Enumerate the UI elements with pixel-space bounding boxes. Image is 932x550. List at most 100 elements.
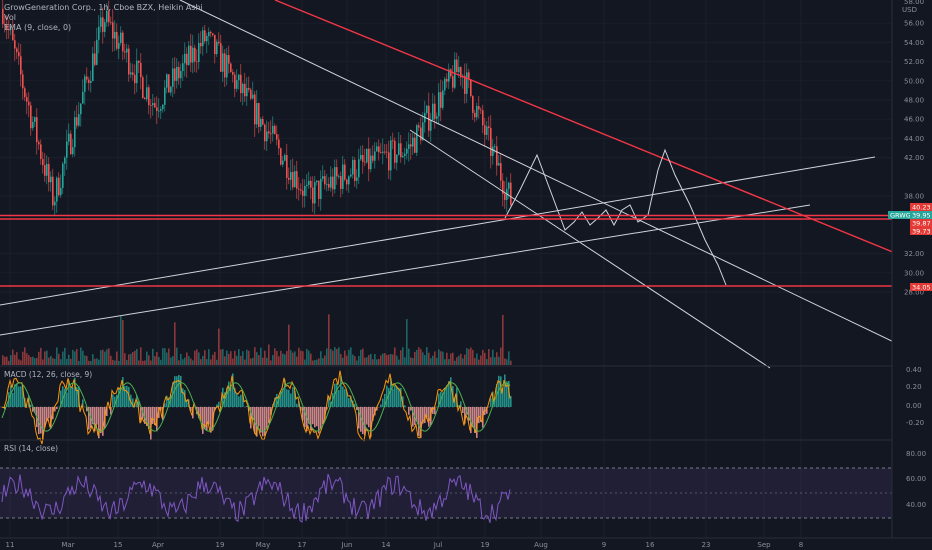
ema-label: EMA (9, close, 0) (4, 23, 71, 32)
macd-bar (98, 407, 100, 439)
candle-body (188, 45, 190, 65)
volume-bar (136, 349, 138, 365)
trendline-upper-channel[interactable] (179, 0, 901, 346)
candle-body (310, 180, 312, 188)
trendline-rising-2[interactable] (0, 204, 811, 336)
volume-bar (402, 347, 404, 365)
candle-body (422, 122, 424, 141)
candle-body (338, 176, 340, 177)
candle-body (194, 47, 196, 62)
volume-bar (370, 353, 372, 365)
volume-bar (376, 359, 378, 365)
macd-bar (346, 391, 348, 407)
volume-bar (286, 350, 288, 365)
macd-bar (258, 407, 260, 427)
candle-body (490, 128, 492, 156)
candle-body (236, 80, 238, 89)
candle-body (176, 66, 178, 81)
volume-bar (374, 354, 376, 365)
support-resistance-levels[interactable] (0, 214, 892, 287)
volume-bar (496, 352, 498, 365)
volume-bar (476, 353, 478, 365)
volume-bar (224, 356, 226, 365)
volume-bar (90, 360, 92, 365)
macd-bar (148, 407, 150, 429)
volume-bar (264, 350, 266, 365)
candle-body (218, 41, 220, 44)
candle-body (110, 22, 112, 23)
macd-bar (92, 407, 94, 425)
volume-bar (324, 355, 326, 365)
candle-body (320, 178, 322, 200)
macd-bar (454, 396, 456, 407)
macd-bar (262, 407, 264, 437)
volume-bar (178, 360, 180, 365)
macd-bar (416, 407, 418, 422)
volume-bar (408, 348, 410, 365)
price-tick-label: 56.00 (904, 20, 924, 28)
macd-bar (236, 393, 238, 407)
trendlines[interactable] (0, 0, 932, 369)
volume-bar (296, 356, 298, 365)
volume-bar (454, 360, 456, 365)
volume-bar (64, 347, 66, 365)
candle-body (116, 32, 118, 49)
macd-bar (412, 407, 414, 427)
candle-body (402, 156, 404, 158)
macd-bar (124, 386, 126, 407)
candle-body (370, 155, 372, 170)
candle-body (138, 60, 140, 63)
macd-bar (436, 406, 438, 407)
volume-bar (160, 359, 162, 365)
macd-bar (468, 407, 470, 421)
macd-bar (506, 381, 508, 407)
trendline-lower-channel[interactable] (409, 129, 771, 369)
trendline-resistance[interactable] (274, 0, 932, 269)
macd-bar (34, 407, 36, 414)
macd-bar (30, 404, 32, 407)
volume-bar (484, 352, 486, 365)
macd-bar (302, 407, 304, 421)
volume-bar (456, 357, 458, 365)
price-tick-label: 42.00 (904, 154, 924, 162)
macd-bar (40, 407, 42, 434)
candle-body (432, 103, 434, 121)
macd-bar (464, 407, 466, 424)
trendline-rising-1[interactable] (0, 156, 876, 306)
candle-body (372, 155, 374, 161)
macd-bar (186, 399, 188, 407)
macd-bar (480, 407, 482, 422)
macd-bar (140, 407, 142, 423)
macd-bar (278, 395, 280, 407)
volume-bar (292, 352, 294, 365)
volume-bar (262, 357, 264, 365)
time-label: Apr (152, 541, 164, 549)
rsi-line (1, 473, 511, 523)
macd-bar (320, 407, 322, 429)
time-axis[interactable] (0, 538, 932, 550)
macd-bar (274, 397, 276, 407)
macd-bar (510, 395, 512, 407)
macd-bar (250, 407, 252, 429)
candle-body (326, 183, 328, 185)
volume-bar (114, 360, 116, 365)
volume-bar (108, 348, 110, 365)
volume-bar (14, 354, 16, 365)
candle-body (16, 48, 18, 53)
candle-body (488, 126, 490, 129)
candle-body (148, 87, 150, 106)
price-axis[interactable] (892, 0, 932, 538)
candle-body (146, 87, 148, 100)
macd-bar (288, 389, 290, 407)
candle-body (400, 143, 402, 158)
volume-bar (442, 351, 444, 365)
projected-path[interactable] (504, 148, 727, 286)
macd-bar (424, 407, 426, 424)
macd-bar (390, 377, 392, 407)
candle-body (298, 188, 300, 190)
volume-bar (140, 347, 142, 365)
candle-body (96, 39, 98, 65)
price-axis-top-label: 58.00 (904, 0, 924, 6)
candle-body (214, 34, 216, 55)
